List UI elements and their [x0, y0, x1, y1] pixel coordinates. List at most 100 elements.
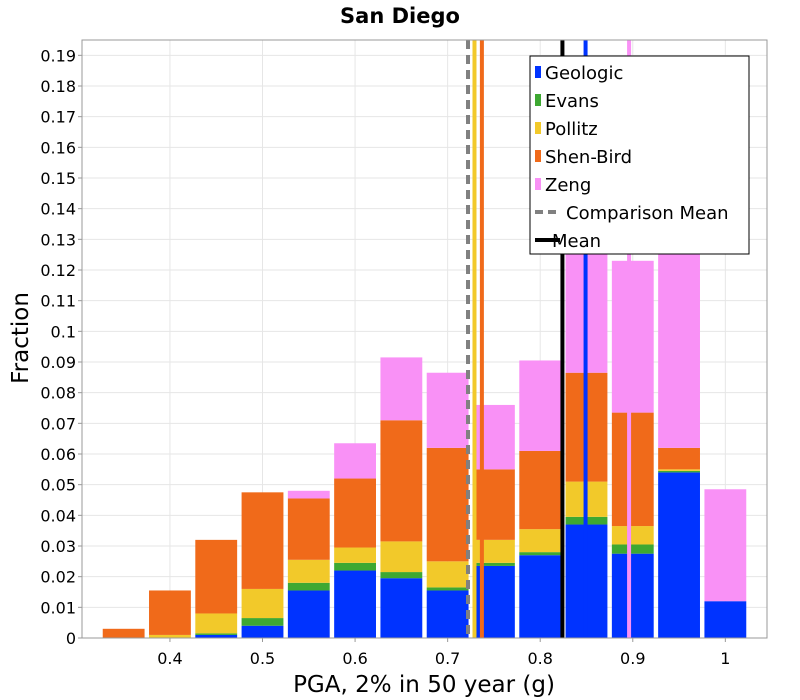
bar-pollitz-0.6 — [334, 547, 376, 563]
legend-label-comparison-mean: Comparison Mean — [566, 203, 729, 224]
bar-shen-bird-0.95 — [658, 447, 700, 470]
legend-swatch-pollitz — [535, 122, 541, 134]
legend-label-zeng: Zeng — [545, 175, 591, 196]
y-axis-ticks: 0 0.01 0.02 0.03 0.04 0.05 0.06 0.07 0.08 0.09 0.1… — [40, 46, 82, 648]
x-tick-label: 0.7 — [435, 649, 460, 668]
bar-zeng-0.8 — [519, 360, 562, 451]
bar-shen-bird-0.55 — [287, 498, 330, 560]
y-tick-label: 0.06 — [40, 445, 76, 464]
y-tick-label: 0.05 — [40, 476, 76, 495]
bar-shen-bird-0.8 — [519, 450, 562, 530]
bar-pollitz-0.55 — [287, 559, 330, 583]
y-tick-label: 0.16 — [40, 138, 76, 157]
legend-swatch-evans — [535, 94, 541, 106]
bar-shen-bird-0.35 — [102, 628, 145, 638]
bar-geologic-0.8 — [519, 555, 562, 638]
legend-label-shen-bird: Shen-Bird — [545, 147, 632, 168]
chart-title: San Diego — [340, 4, 460, 28]
bar-pollitz-0.8 — [519, 529, 562, 553]
bar-evans-0.7 — [426, 587, 469, 591]
y-tick-label: 0.12 — [40, 261, 76, 280]
y-tick-label: 0.15 — [40, 169, 76, 188]
x-tick-label: 0.8 — [527, 649, 552, 668]
bar-evans-0.8 — [519, 552, 562, 556]
legend-swatch-shen-bird — [535, 150, 541, 162]
bar-geologic-0.5 — [241, 625, 284, 638]
bar-pollitz-0.4 — [149, 634, 191, 638]
y-tick-label: 0.02 — [40, 568, 76, 587]
bar-shen-bird-0.9 — [611, 412, 654, 527]
x-tick-label: 0.6 — [342, 649, 367, 668]
bar-zeng-0.7 — [426, 372, 469, 448]
bar-geologic-0.95 — [658, 472, 700, 638]
bar-pollitz-0.5 — [241, 588, 284, 619]
plot-frame — [81, 39, 768, 639]
y-tick-label: 0.1 — [51, 322, 76, 341]
y-tick-label: 0.18 — [40, 77, 76, 96]
legend: Geologic Evans Pollitz Shen-Bird Zeng Compari… — [529, 55, 750, 255]
bar-evans-0.45 — [195, 633, 238, 635]
bar-evans-0.95 — [658, 470, 700, 473]
y-axis-label: Fraction — [8, 292, 34, 384]
bar-geologic-0.6 — [334, 570, 376, 638]
bar-zeng-0.6 — [334, 443, 376, 479]
bar-shen-bird-0.65 — [380, 420, 423, 542]
y-tick-label: 0.04 — [40, 506, 76, 525]
x-tick-label: 0.4 — [157, 649, 182, 668]
x-tick-label: 0.9 — [620, 649, 645, 668]
bar-geologic-1 — [704, 601, 747, 638]
bar-zeng-0.55 — [287, 490, 330, 499]
mean-lines-layer — [466, 40, 632, 638]
legend-label-mean: Mean — [552, 231, 601, 252]
y-tick-label: 0.14 — [40, 200, 76, 219]
bar-shen-bird-0.7 — [426, 447, 469, 562]
bar-shen-bird-0.45 — [195, 539, 238, 614]
y-tick-label: 0.08 — [40, 384, 76, 403]
x-axis-label: PGA, 2% in 50 year (g) — [293, 672, 555, 698]
y-tick-label: 0.13 — [40, 230, 76, 249]
bar-evans-0.5 — [241, 618, 284, 626]
bar-zeng-0.75 — [473, 404, 515, 470]
y-tick-label: 0.09 — [40, 353, 76, 372]
bar-geologic-0.55 — [287, 590, 330, 638]
bar-pollitz-0.65 — [380, 541, 423, 573]
bar-shen-bird-0.75 — [473, 469, 515, 540]
bar-shen-bird-0.6 — [334, 478, 376, 548]
y-tick-label: 0.17 — [40, 108, 76, 127]
legend-swatch-zeng — [535, 178, 541, 190]
y-tick-label: 0 — [66, 629, 76, 648]
bar-evans-0.55 — [287, 582, 330, 591]
bar-evans-0.6 — [334, 562, 376, 571]
x-tick-label: 0.5 — [250, 649, 275, 668]
bar-geologic-0.45 — [195, 634, 238, 638]
bar-evans-0.9 — [611, 544, 654, 554]
bar-evans-0.65 — [380, 572, 423, 579]
legend-label-pollitz: Pollitz — [545, 119, 598, 140]
bar-geologic-0.7 — [426, 590, 469, 638]
legend-label-evans: Evans — [545, 91, 599, 112]
y-tick-label: 0.07 — [40, 414, 76, 433]
bar-geologic-0.9 — [611, 553, 654, 638]
legend-swatch-geologic — [535, 66, 541, 78]
bar-zeng-0.9 — [611, 260, 654, 413]
bar-pollitz-0.45 — [195, 613, 238, 634]
bar-shen-bird-0.5 — [241, 492, 284, 589]
bar-zeng-0.65 — [380, 357, 423, 421]
x-tick-label: 1 — [720, 649, 730, 668]
y-tick-label: 0.01 — [40, 598, 76, 617]
y-tick-label: 0.11 — [40, 292, 76, 311]
bar-pollitz-0.75 — [473, 539, 515, 563]
bar-evans-0.75 — [473, 562, 515, 566]
bar-pollitz-0.7 — [426, 561, 469, 588]
bar-geologic-0.75 — [473, 565, 515, 638]
legend-label-geologic: Geologic — [545, 63, 623, 84]
x-axis-ticks: 0.4 0.5 0.6 0.7 0.8 0.9 1 — [157, 638, 730, 668]
bar-pollitz-0.9 — [611, 526, 654, 545]
bar-geologic-0.65 — [380, 578, 423, 638]
bar-shen-bird-0.4 — [149, 590, 191, 635]
y-tick-label: 0.03 — [40, 537, 76, 556]
bar-zeng-1 — [704, 489, 747, 602]
legend-box — [529, 55, 750, 255]
